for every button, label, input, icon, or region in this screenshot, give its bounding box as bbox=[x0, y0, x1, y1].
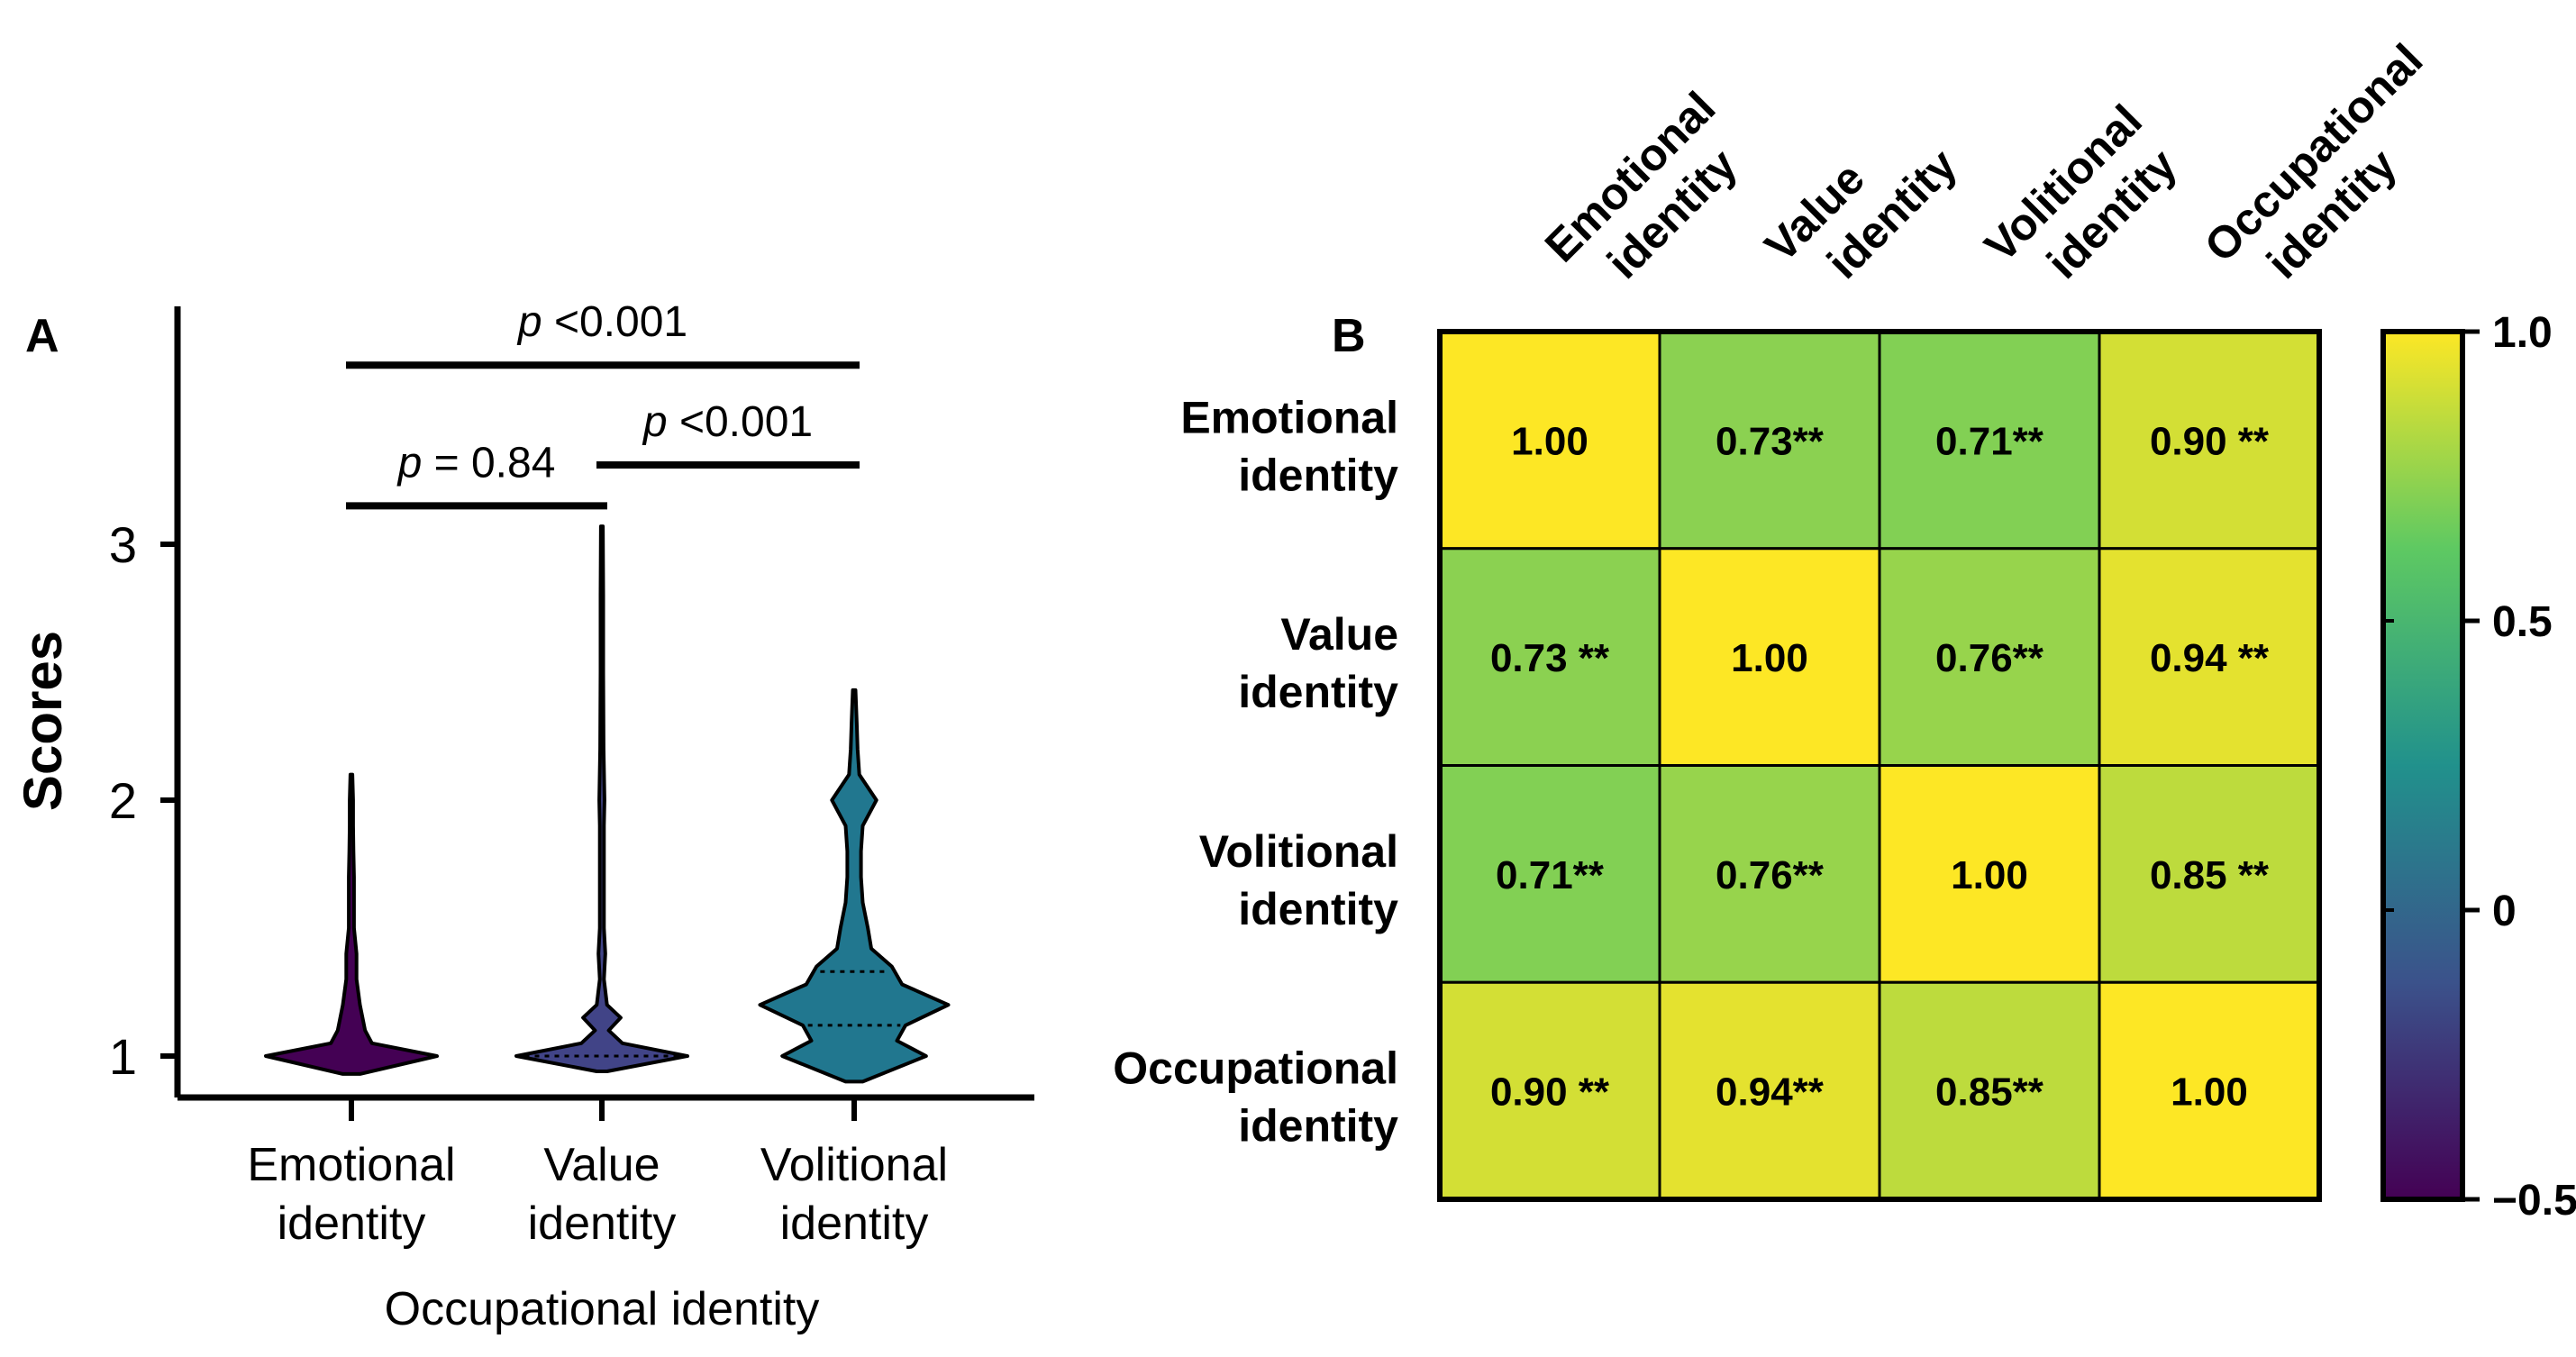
y-axis-title: Scores bbox=[13, 631, 73, 811]
heatmap-cells: 1.00 0.73** 0.71** 0.90 ** 0.73 ** 1.00 0.76**… bbox=[1438, 330, 2321, 1201]
x-axis-title: Occupational identity bbox=[385, 1283, 820, 1335]
x-category-label: Volitional bbox=[760, 1139, 948, 1191]
heatmap-cell bbox=[1658, 547, 1881, 767]
heatmap-cell-label: 1.00 bbox=[1731, 636, 1808, 680]
heatmap-cell bbox=[1878, 980, 2101, 1201]
violin-1 bbox=[514, 524, 689, 1073]
heatmap-cell bbox=[1438, 330, 1661, 551]
x-category-label: Value bbox=[543, 1139, 660, 1191]
p-symbol: p bbox=[516, 298, 542, 346]
p-value: = 0.84 bbox=[422, 439, 555, 487]
row-label: Occupational bbox=[1113, 1043, 1398, 1094]
significance-label: p = 0.84 bbox=[396, 439, 556, 487]
heatmap-cell-label: 0.85** bbox=[1935, 1070, 2044, 1115]
heatmap-cell-label: 1.00 bbox=[2171, 1070, 2248, 1115]
violin-0 bbox=[264, 772, 439, 1076]
heatmap-border bbox=[1437, 329, 2322, 1202]
heatmap-cell bbox=[1878, 547, 2101, 767]
heatmap-cell-label: 0.94** bbox=[1716, 1070, 1825, 1115]
y-tick-label: 2 bbox=[109, 772, 137, 829]
violin-2 bbox=[758, 688, 951, 1084]
heatmap-cell-label: 0.76** bbox=[1716, 853, 1825, 897]
row-label: Value bbox=[1280, 609, 1398, 660]
y-axis-ticks: 1 2 3 bbox=[109, 516, 177, 1085]
y-tick-label: 3 bbox=[109, 516, 137, 573]
heatmap-cell-label: 0.73 ** bbox=[1490, 636, 1610, 680]
heatmap-cell-label: 1.00 bbox=[1511, 419, 1588, 463]
row-label: identity bbox=[1238, 450, 1398, 500]
heatmap-cell bbox=[2098, 764, 2321, 984]
heatmap-cell-label: 0.71** bbox=[1935, 419, 2044, 463]
colorbar-tick-label: −0.5 bbox=[2492, 1177, 2576, 1225]
heatmap-cell-label: 0.94 ** bbox=[2150, 636, 2270, 680]
heatmap-cell-label: 0.85 ** bbox=[2150, 853, 2270, 897]
p-value: <0.001 bbox=[542, 298, 687, 346]
heatmap-cell-label: 0.90 ** bbox=[1490, 1070, 1610, 1115]
panel-b-label: B bbox=[1332, 310, 1366, 362]
colorbar-tick-label: 1.0 bbox=[2492, 309, 2553, 357]
heatmap-cell-label: 1.00 bbox=[1951, 853, 2028, 897]
row-label: Emotional bbox=[1180, 392, 1398, 442]
row-label: identity bbox=[1238, 1101, 1398, 1152]
x-category-label: identity bbox=[528, 1198, 677, 1250]
heatmap-cell bbox=[2098, 980, 2321, 1201]
heatmap-cell bbox=[1878, 764, 2101, 984]
colorbar-tick-label: 0.5 bbox=[2492, 598, 2553, 646]
heatmap-cell-label: 0.90 ** bbox=[2150, 419, 2270, 463]
heatmap-cell bbox=[1438, 980, 1661, 1201]
heatmap-panel: B 1.00 0.73** 0.71** 0.90 **0.73 ** 1.00 0.76… bbox=[1113, 34, 2576, 1225]
significance-label: p <0.001 bbox=[642, 398, 813, 446]
x-axis-categories: Emotional identity Value identity Volitional… bbox=[247, 1097, 948, 1250]
heatmap-cell bbox=[1658, 764, 1881, 984]
p-value: <0.001 bbox=[668, 398, 813, 446]
heatmap-cell-label: 0.71** bbox=[1496, 853, 1605, 897]
significance-label: p <0.001 bbox=[516, 298, 687, 346]
panel-a-label: A bbox=[25, 310, 59, 362]
heatmap-cell bbox=[2098, 547, 2321, 767]
p-symbol: p bbox=[396, 439, 423, 487]
heatmap-cell-label: 0.73** bbox=[1716, 419, 1825, 463]
heatmap-cell bbox=[1658, 980, 1881, 1201]
heatmap-row-labels: Emotional identity Value identity Volitional… bbox=[1113, 392, 1398, 1151]
x-category-label: Emotional bbox=[247, 1139, 455, 1191]
row-label: identity bbox=[1238, 667, 1398, 717]
colorbar bbox=[2380, 329, 2465, 1202]
heatmap-cell bbox=[1438, 547, 1661, 767]
row-label: identity bbox=[1238, 884, 1398, 934]
violin-panel: A Scores 1 2 3 Emotional identity Value ident… bbox=[13, 298, 1034, 1335]
colorbar-ticks: 1.0 0.5 0 −0.5 bbox=[2383, 309, 2576, 1225]
x-category-label: identity bbox=[780, 1198, 929, 1250]
heatmap-cell-label: 0.76** bbox=[1935, 636, 2044, 680]
x-category-label: identity bbox=[278, 1198, 426, 1250]
violins bbox=[264, 524, 951, 1084]
p-symbol: p bbox=[642, 398, 668, 446]
row-label: Volitional bbox=[1199, 826, 1398, 877]
y-tick-label: 1 bbox=[109, 1028, 137, 1085]
colorbar-tick-label: 0 bbox=[2492, 888, 2517, 935]
